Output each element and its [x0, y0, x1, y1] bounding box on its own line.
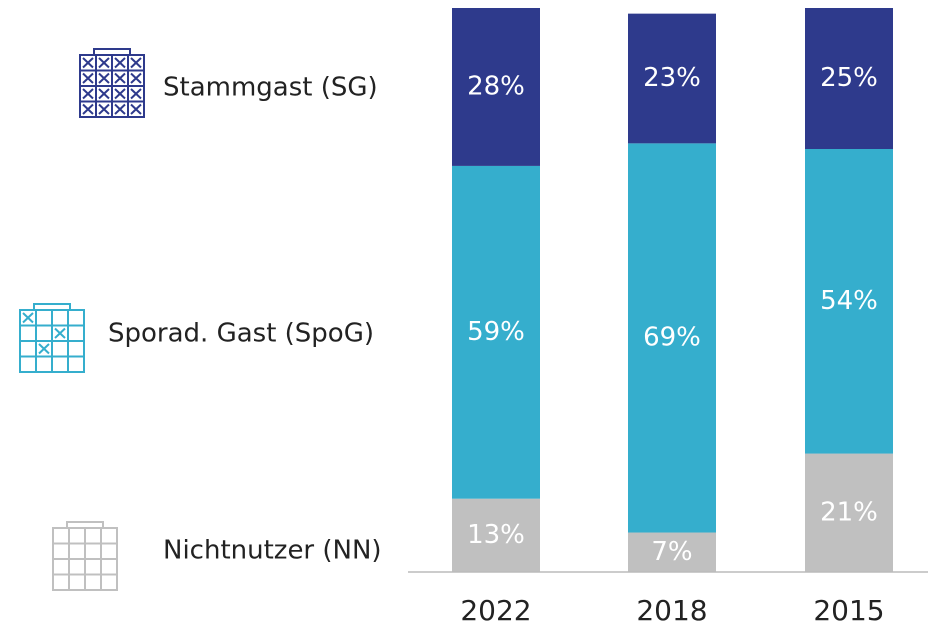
icon-rings: [66, 521, 104, 528]
icon-cross: [114, 103, 126, 115]
value-label: 69%: [643, 322, 701, 352]
icon-cross: [82, 88, 94, 100]
bar-segment: [452, 165, 540, 499]
legend-label: Nichtnutzer (NN): [163, 536, 382, 566]
icon-cross: [98, 72, 110, 84]
icon-cross: [98, 88, 110, 100]
value-label: 54%: [820, 286, 878, 316]
icon-cross: [82, 57, 94, 69]
value-label: 28%: [467, 71, 525, 101]
legend-label: Stammgast (SG): [163, 73, 378, 103]
icon-cross: [114, 88, 126, 100]
value-label: 59%: [467, 317, 525, 347]
bar-segment: [805, 8, 893, 149]
legend-label: Sporad. Gast (SpoG): [108, 319, 374, 349]
icon-cross: [82, 103, 94, 115]
x-tick-label: 2015: [813, 594, 884, 627]
icon-cross: [130, 88, 142, 100]
icon-cross: [114, 57, 126, 69]
value-label: 7%: [651, 537, 692, 567]
icon-cross: [114, 72, 126, 84]
value-label: 23%: [643, 63, 701, 93]
x-tick-label: 2022: [460, 594, 531, 627]
icon-cross: [54, 327, 66, 339]
value-label: 25%: [820, 63, 878, 93]
icon-rings: [93, 48, 131, 55]
icon-cross: [130, 72, 142, 84]
x-tick-label: 2018: [636, 594, 707, 627]
bar-segment: [628, 532, 716, 572]
bar-segment: [628, 143, 716, 533]
bar-segment: [452, 8, 540, 166]
legend-icon: [79, 48, 145, 118]
icon-cross: [130, 57, 142, 69]
icon-cross: [82, 72, 94, 84]
icon-cross: [98, 103, 110, 115]
icon-cross: [98, 57, 110, 69]
value-label: 21%: [820, 497, 878, 527]
bar-segment: [628, 13, 716, 144]
value-label: 13%: [467, 520, 525, 550]
icon-cross: [130, 103, 142, 115]
icon-rings: [33, 303, 71, 310]
bar-segment: [805, 453, 893, 572]
bar-segment: [452, 498, 540, 572]
legend-icon: [52, 521, 118, 591]
icon-cross: [22, 312, 34, 324]
legend-icon: [19, 303, 85, 373]
bar-segment: [805, 149, 893, 454]
icon-cross: [38, 343, 50, 355]
